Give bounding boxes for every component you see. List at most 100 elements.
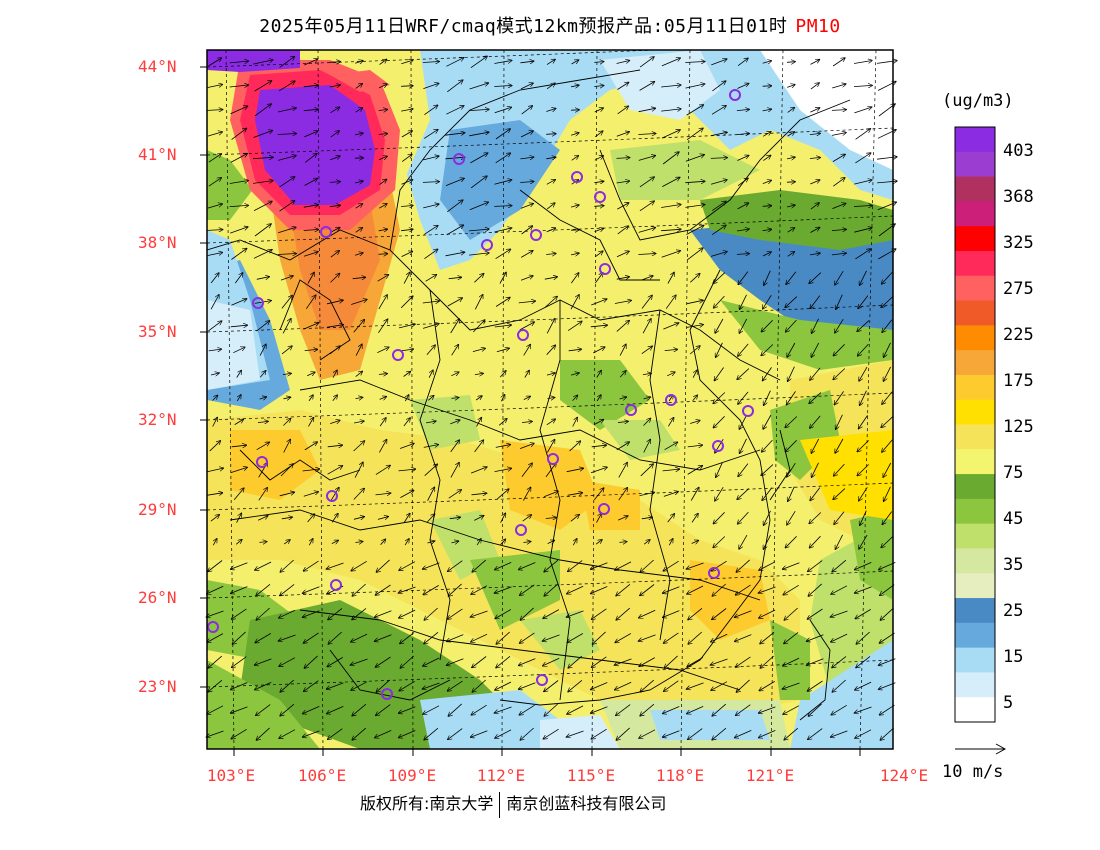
wind-arrow	[327, 657, 343, 666]
wind-arrow	[523, 345, 531, 356]
wind-arrow	[687, 682, 704, 689]
wind-arrow	[546, 203, 555, 210]
wind-arrow	[832, 84, 846, 89]
wind-arrow	[808, 703, 822, 716]
wind-arrow	[787, 228, 795, 233]
wind-arrow	[736, 229, 749, 231]
wind-arrow	[519, 658, 536, 666]
wind-arrow	[256, 607, 270, 620]
wind-arrow	[352, 703, 367, 716]
wind-arrow	[546, 254, 556, 255]
wind-arrow	[329, 156, 340, 161]
colorbar	[954, 126, 996, 723]
wind-arrow	[570, 373, 579, 375]
wind-arrow	[712, 81, 725, 92]
wind-arrow	[569, 441, 581, 452]
colorbar-swatch	[955, 176, 995, 202]
title-text: 2025年05月11日WRF/cmaq模式12km预报产品:05月11日01时	[259, 16, 788, 37]
wind-arrow	[375, 610, 392, 618]
colorbar-swatch	[955, 498, 995, 525]
wind-arrow	[783, 657, 800, 666]
wind-arrow	[568, 560, 583, 572]
wind-arrow	[785, 296, 798, 308]
wind-arrow	[208, 154, 221, 163]
colorbar-swatch	[955, 449, 995, 475]
wind-arrow	[255, 561, 272, 570]
wind-arrow	[643, 418, 651, 426]
wind-arrow	[521, 463, 532, 478]
wind-arrow	[447, 298, 462, 307]
wind-arrow	[447, 658, 464, 666]
wind-arrow	[715, 486, 724, 501]
wind-arrow	[567, 730, 584, 737]
lon-label: 124°E	[879, 766, 929, 785]
wind-arrow	[546, 157, 555, 159]
wind-arrow	[258, 516, 268, 521]
wind-arrow	[547, 440, 554, 453]
wind-arrow	[520, 251, 533, 258]
wind-arrow	[304, 179, 318, 186]
wind-arrow	[470, 56, 487, 69]
wind-arrow	[685, 84, 705, 89]
city-marker	[256, 456, 268, 468]
wind-arrow	[594, 420, 604, 425]
wind-arrow	[400, 349, 414, 351]
wind-arrow	[592, 656, 607, 667]
wind-arrow	[713, 392, 726, 404]
city-marker	[547, 453, 559, 465]
wind-arrow	[739, 534, 748, 549]
wind-arrow	[810, 60, 820, 65]
wind-arrow	[422, 182, 439, 183]
wind-arrow	[500, 513, 506, 523]
wind-arrow	[836, 294, 843, 310]
wind-arrow	[787, 108, 795, 113]
wind-arrow	[762, 109, 772, 111]
wind-arrow	[330, 420, 340, 424]
wind-arrow	[355, 204, 363, 209]
wind-arrow	[572, 395, 578, 401]
wind-arrow	[859, 534, 868, 549]
wind-arrow	[687, 706, 704, 713]
wind-arrow	[810, 180, 819, 185]
wind-arrow	[619, 344, 626, 356]
wind-arrow	[715, 318, 724, 333]
wind-arrow	[234, 419, 244, 425]
wind-arrow	[856, 656, 871, 667]
wind-arrow	[231, 299, 246, 306]
wind-arrow	[307, 372, 315, 375]
wind-arrow	[425, 275, 437, 282]
copyright-right: 南京创蓝科技有限公司	[506, 794, 667, 813]
wind-arrow	[716, 462, 723, 478]
wind-arrow	[738, 343, 749, 356]
wind-arrow	[353, 517, 364, 520]
wind-arrow	[520, 204, 533, 209]
wind-arrow	[785, 536, 797, 547]
wind-arrow	[882, 391, 893, 404]
wind-arrow	[354, 421, 364, 423]
wind-arrow	[353, 489, 364, 500]
wind-arrow	[352, 583, 366, 596]
city-marker	[320, 226, 332, 238]
wind-arrow	[859, 415, 868, 428]
wind-arrow	[401, 154, 412, 162]
wind-arrow	[855, 609, 871, 618]
wind-arrow	[661, 58, 680, 67]
wind-arrow	[808, 608, 823, 619]
wind-arrow	[427, 487, 435, 501]
wind-arrow	[809, 272, 822, 284]
wind-arrow	[232, 631, 246, 644]
wind-arrow	[495, 706, 512, 713]
wind-arrow	[378, 254, 388, 255]
wind-arrow	[520, 61, 533, 63]
wind-arrow	[399, 730, 416, 738]
wind-arrow	[327, 466, 343, 475]
colorbar-label: 175	[1003, 371, 1034, 391]
wind-arrow	[544, 703, 558, 716]
wind-arrow	[446, 58, 463, 67]
wind-arrow	[571, 85, 579, 87]
wind-arrow	[354, 133, 363, 135]
colorbar-label: 5	[1003, 693, 1014, 713]
wind-arrow	[543, 609, 560, 619]
wind-arrow	[499, 273, 506, 284]
wind-arrow	[283, 419, 290, 426]
